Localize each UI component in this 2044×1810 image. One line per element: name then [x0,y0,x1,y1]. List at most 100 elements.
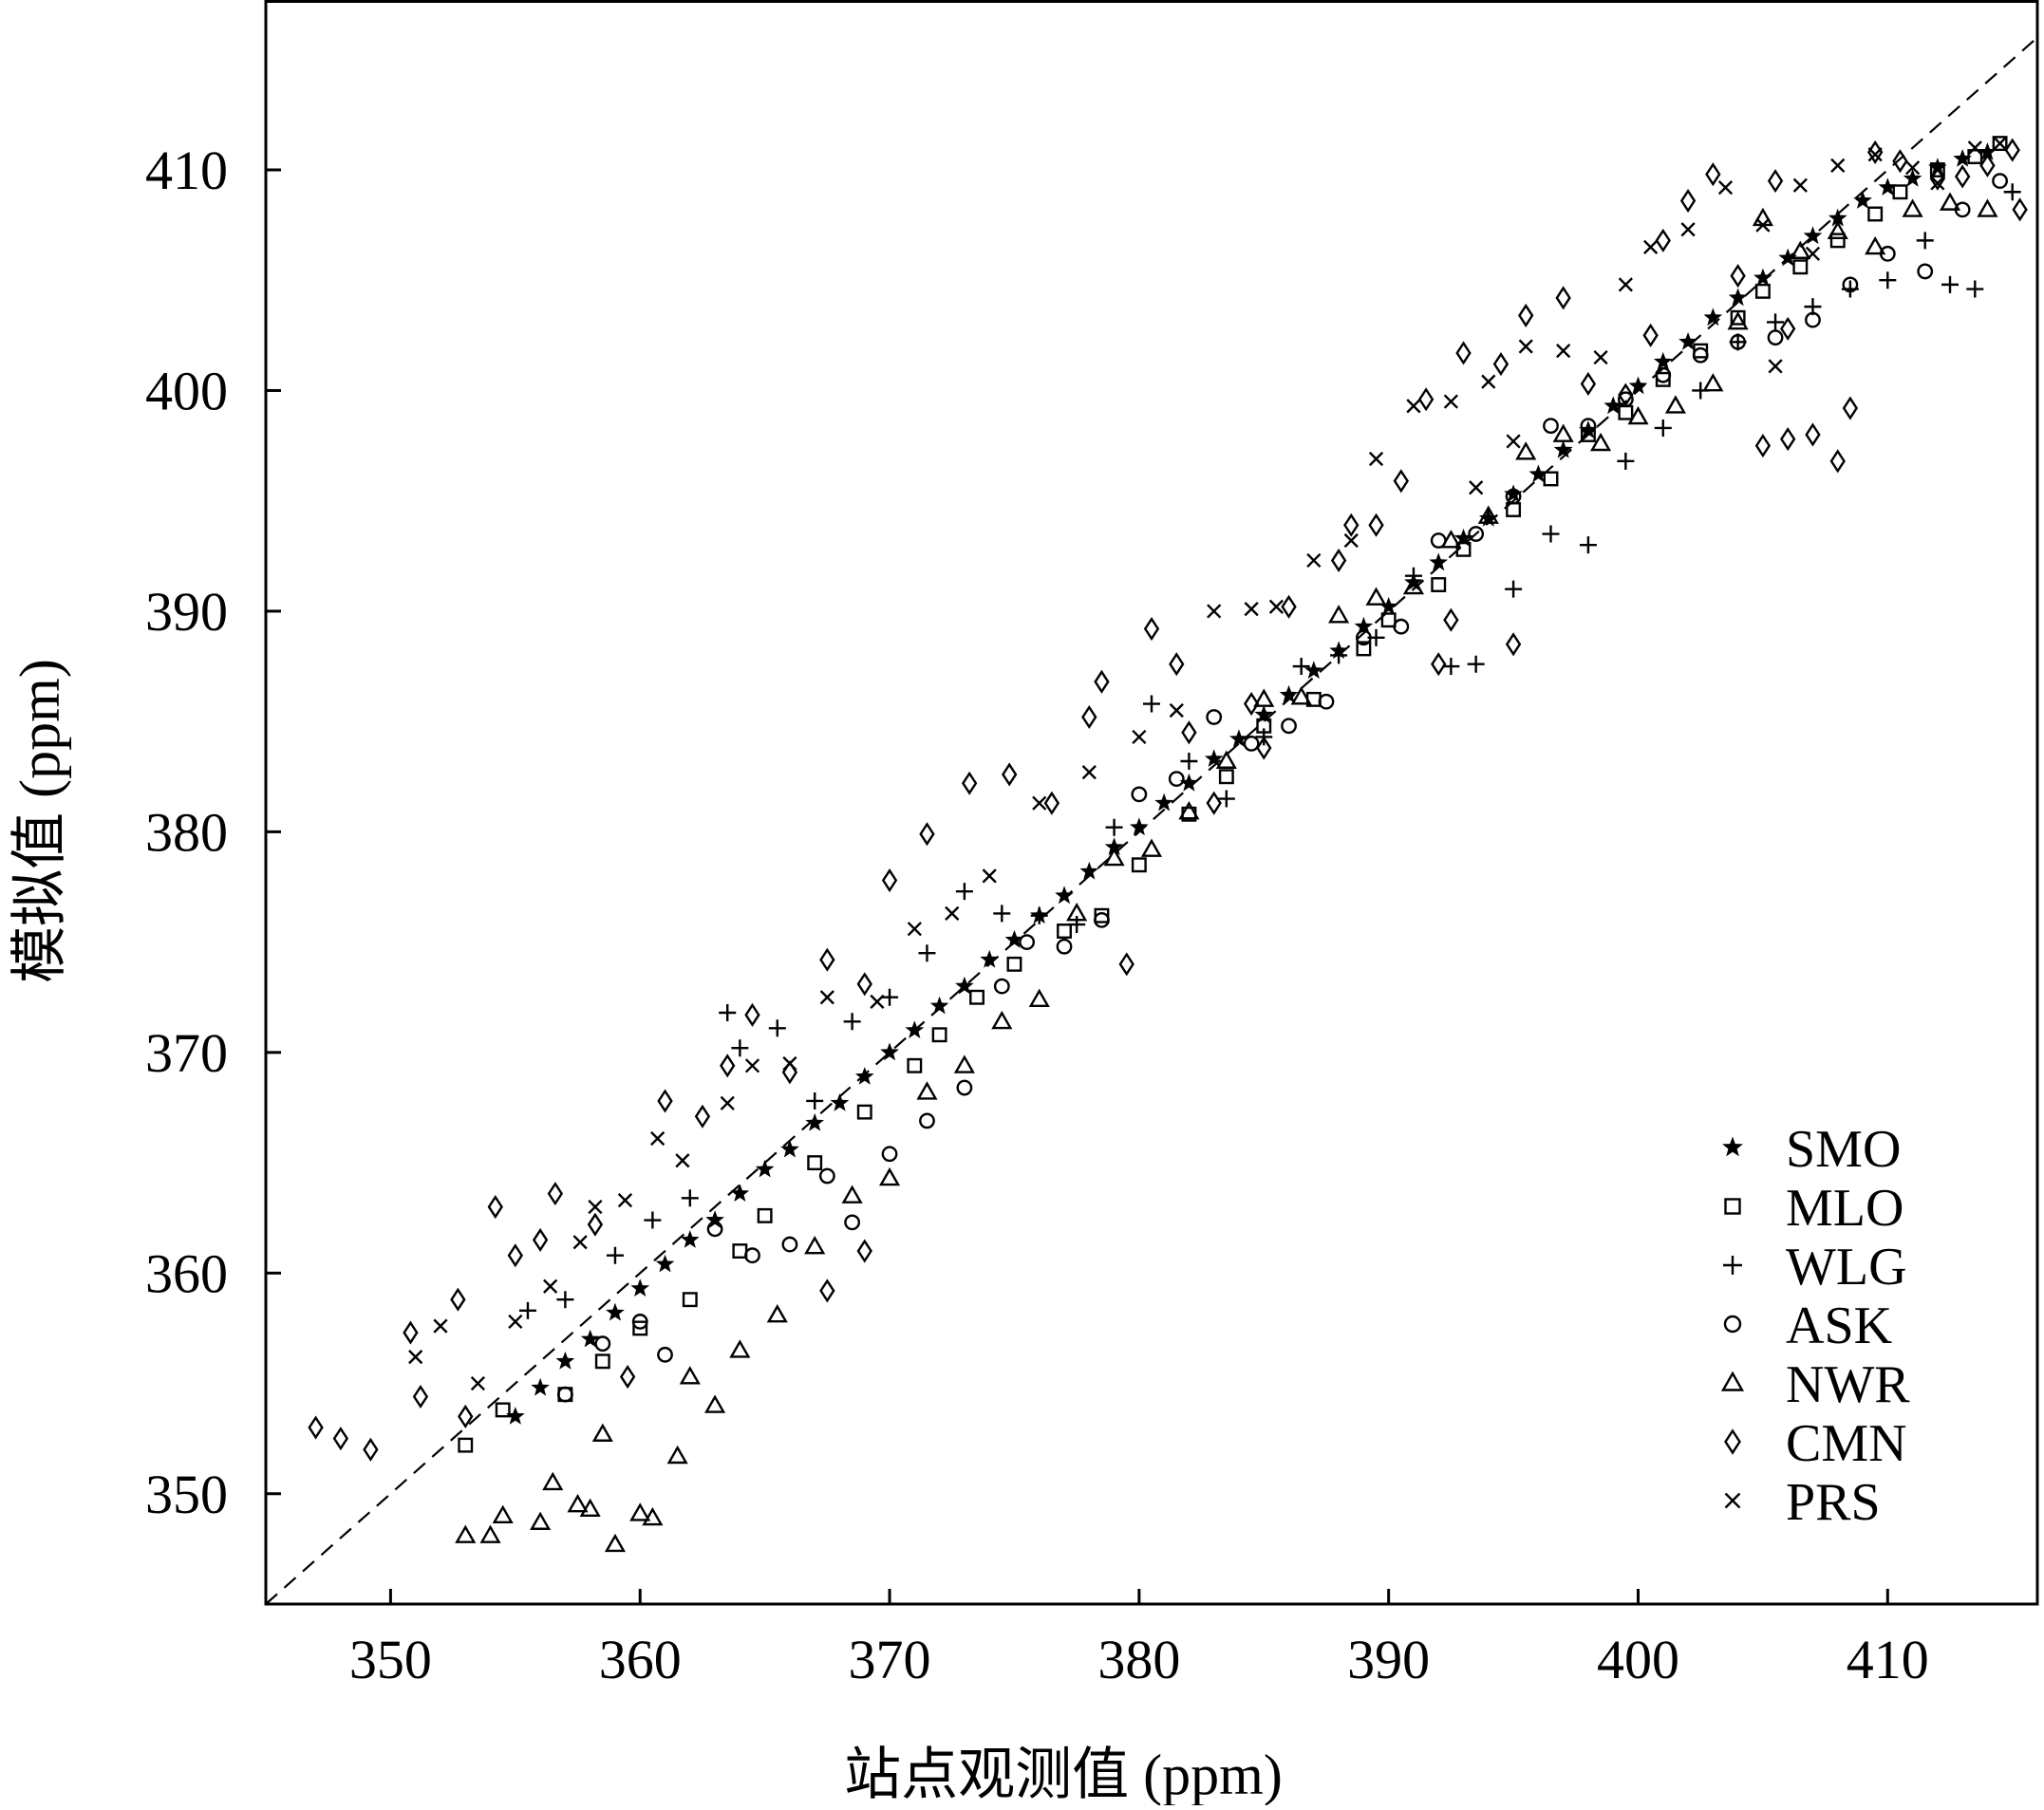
data-point-smo [1479,508,1498,527]
data-point-ask [1992,173,2008,190]
data-point-wlg [1916,232,1934,250]
x-axis-title: 站点观测值 (ppm) [844,1744,1283,1805]
data-point-cmn [487,1195,503,1220]
data-point-nwr [604,1533,627,1553]
y-tick-label: 410 [145,140,228,201]
data-point-cmn [1767,169,1784,194]
data-point-ask [1730,333,1747,350]
data-point-ask [1842,276,1859,293]
data-point-cmn [450,1287,466,1312]
y-tick-label: 360 [145,1242,228,1304]
data-point-cmn [1805,422,1821,447]
data-point-wlg [1654,419,1672,437]
data-point-nwr [1477,505,1499,524]
data-point-nwr [1902,198,1923,217]
data-point-ask [631,1314,648,1330]
data-point-nwr [1178,801,1200,820]
data-point-ask [956,1079,973,1096]
data-point-prs [675,1153,690,1168]
data-point-prs [470,1375,485,1391]
data-point-cmn [1954,164,1971,189]
data-point-smo [1179,773,1199,792]
data-point-ask [1393,618,1410,635]
data-point-nwr [492,1504,514,1523]
data-point-cmn [720,1054,736,1078]
data-point-prs [1132,729,1147,745]
data-point-cmn [1655,228,1671,252]
data-point-wlg [1879,271,1897,289]
data-point-wlg [955,883,973,901]
data-point-prs [1506,434,1521,449]
data-point-wlg [1442,658,1460,676]
data-point-wlg [881,988,899,1006]
data-point-mlo [1992,136,2008,152]
data-point-prs [1867,147,1883,162]
data-point-prs [819,990,834,1005]
data-point-wlg [1966,280,1984,298]
data-point-mlo [1006,956,1022,972]
data-point-cmn [1281,594,1297,619]
data-point-cmn [587,1212,604,1237]
data-point-wlg [1542,525,1560,543]
data-point-prs [945,905,960,921]
data-point-nwr [1515,441,1537,460]
data-point-wlg [993,905,1011,923]
data-point-prs [1469,480,1484,495]
data-point-ask [1543,418,1559,435]
data-point-ask [1805,311,1821,328]
data-point-ask [1917,263,1934,280]
data-point-cmn [1002,762,1018,787]
data-point-smo [905,1020,925,1038]
data-point-cmn [744,1002,760,1027]
data-point-cmn [1043,791,1060,815]
data-point-mlo [1380,612,1397,628]
data-point-smo [955,976,974,995]
data-point-smo [1753,268,1772,287]
data-point-prs [1930,176,1945,191]
data-point-cmn [1555,286,1571,310]
data-point-cmn [1081,704,1097,730]
series-prs [408,136,2008,1391]
data-point-mlo [1967,149,1983,164]
data-point-smo [1429,552,1449,571]
data-point-mlo [682,1292,698,1308]
data-point-ask [1318,693,1335,710]
data-point-nwr [1627,405,1649,425]
data-point-smo [1055,886,1074,905]
legend-label-cmn: CMN [1786,1414,1907,1473]
data-point-smo [531,1377,550,1396]
x-tick-label: 390 [1347,1629,1430,1690]
data-point-wlg [556,1291,574,1309]
data-point-wlg [606,1246,624,1264]
data-point-cmn [856,972,872,997]
legend-label-nwr: NWR [1786,1355,1910,1414]
data-point-mlo [807,1155,823,1171]
data-point-ask [706,1221,723,1238]
data-point-smo [1653,351,1673,370]
data-point-mlo [632,1320,648,1336]
data-point-prs [1481,374,1496,389]
data-point-nwr [841,1185,863,1204]
data-point-cmn [1618,383,1634,407]
data-point-cmn [1730,264,1746,289]
data-point-nwr [729,1339,751,1358]
data-point-ask [993,978,1010,995]
data-point-ask [1580,418,1597,435]
data-point-ask [1019,934,1035,951]
data-point-cmn [1393,469,1410,494]
data-point-cmn [532,1227,549,1252]
data-point-prs [1992,136,2008,151]
data-point-prs [1343,532,1359,549]
data-point-prs [744,1058,760,1073]
data-point-cmn [1842,396,1859,420]
data-point-nwr [1727,310,1749,330]
reference-line-layer [265,36,2038,1605]
data-point-cmn [919,822,935,847]
data-point-wlg [918,944,936,962]
data-point-smo [606,1302,625,1321]
data-point-nwr [1140,838,1163,857]
data-point-smo [1603,396,1623,415]
data-point-cmn [1256,736,1272,760]
data-point-cmn [1779,427,1796,452]
